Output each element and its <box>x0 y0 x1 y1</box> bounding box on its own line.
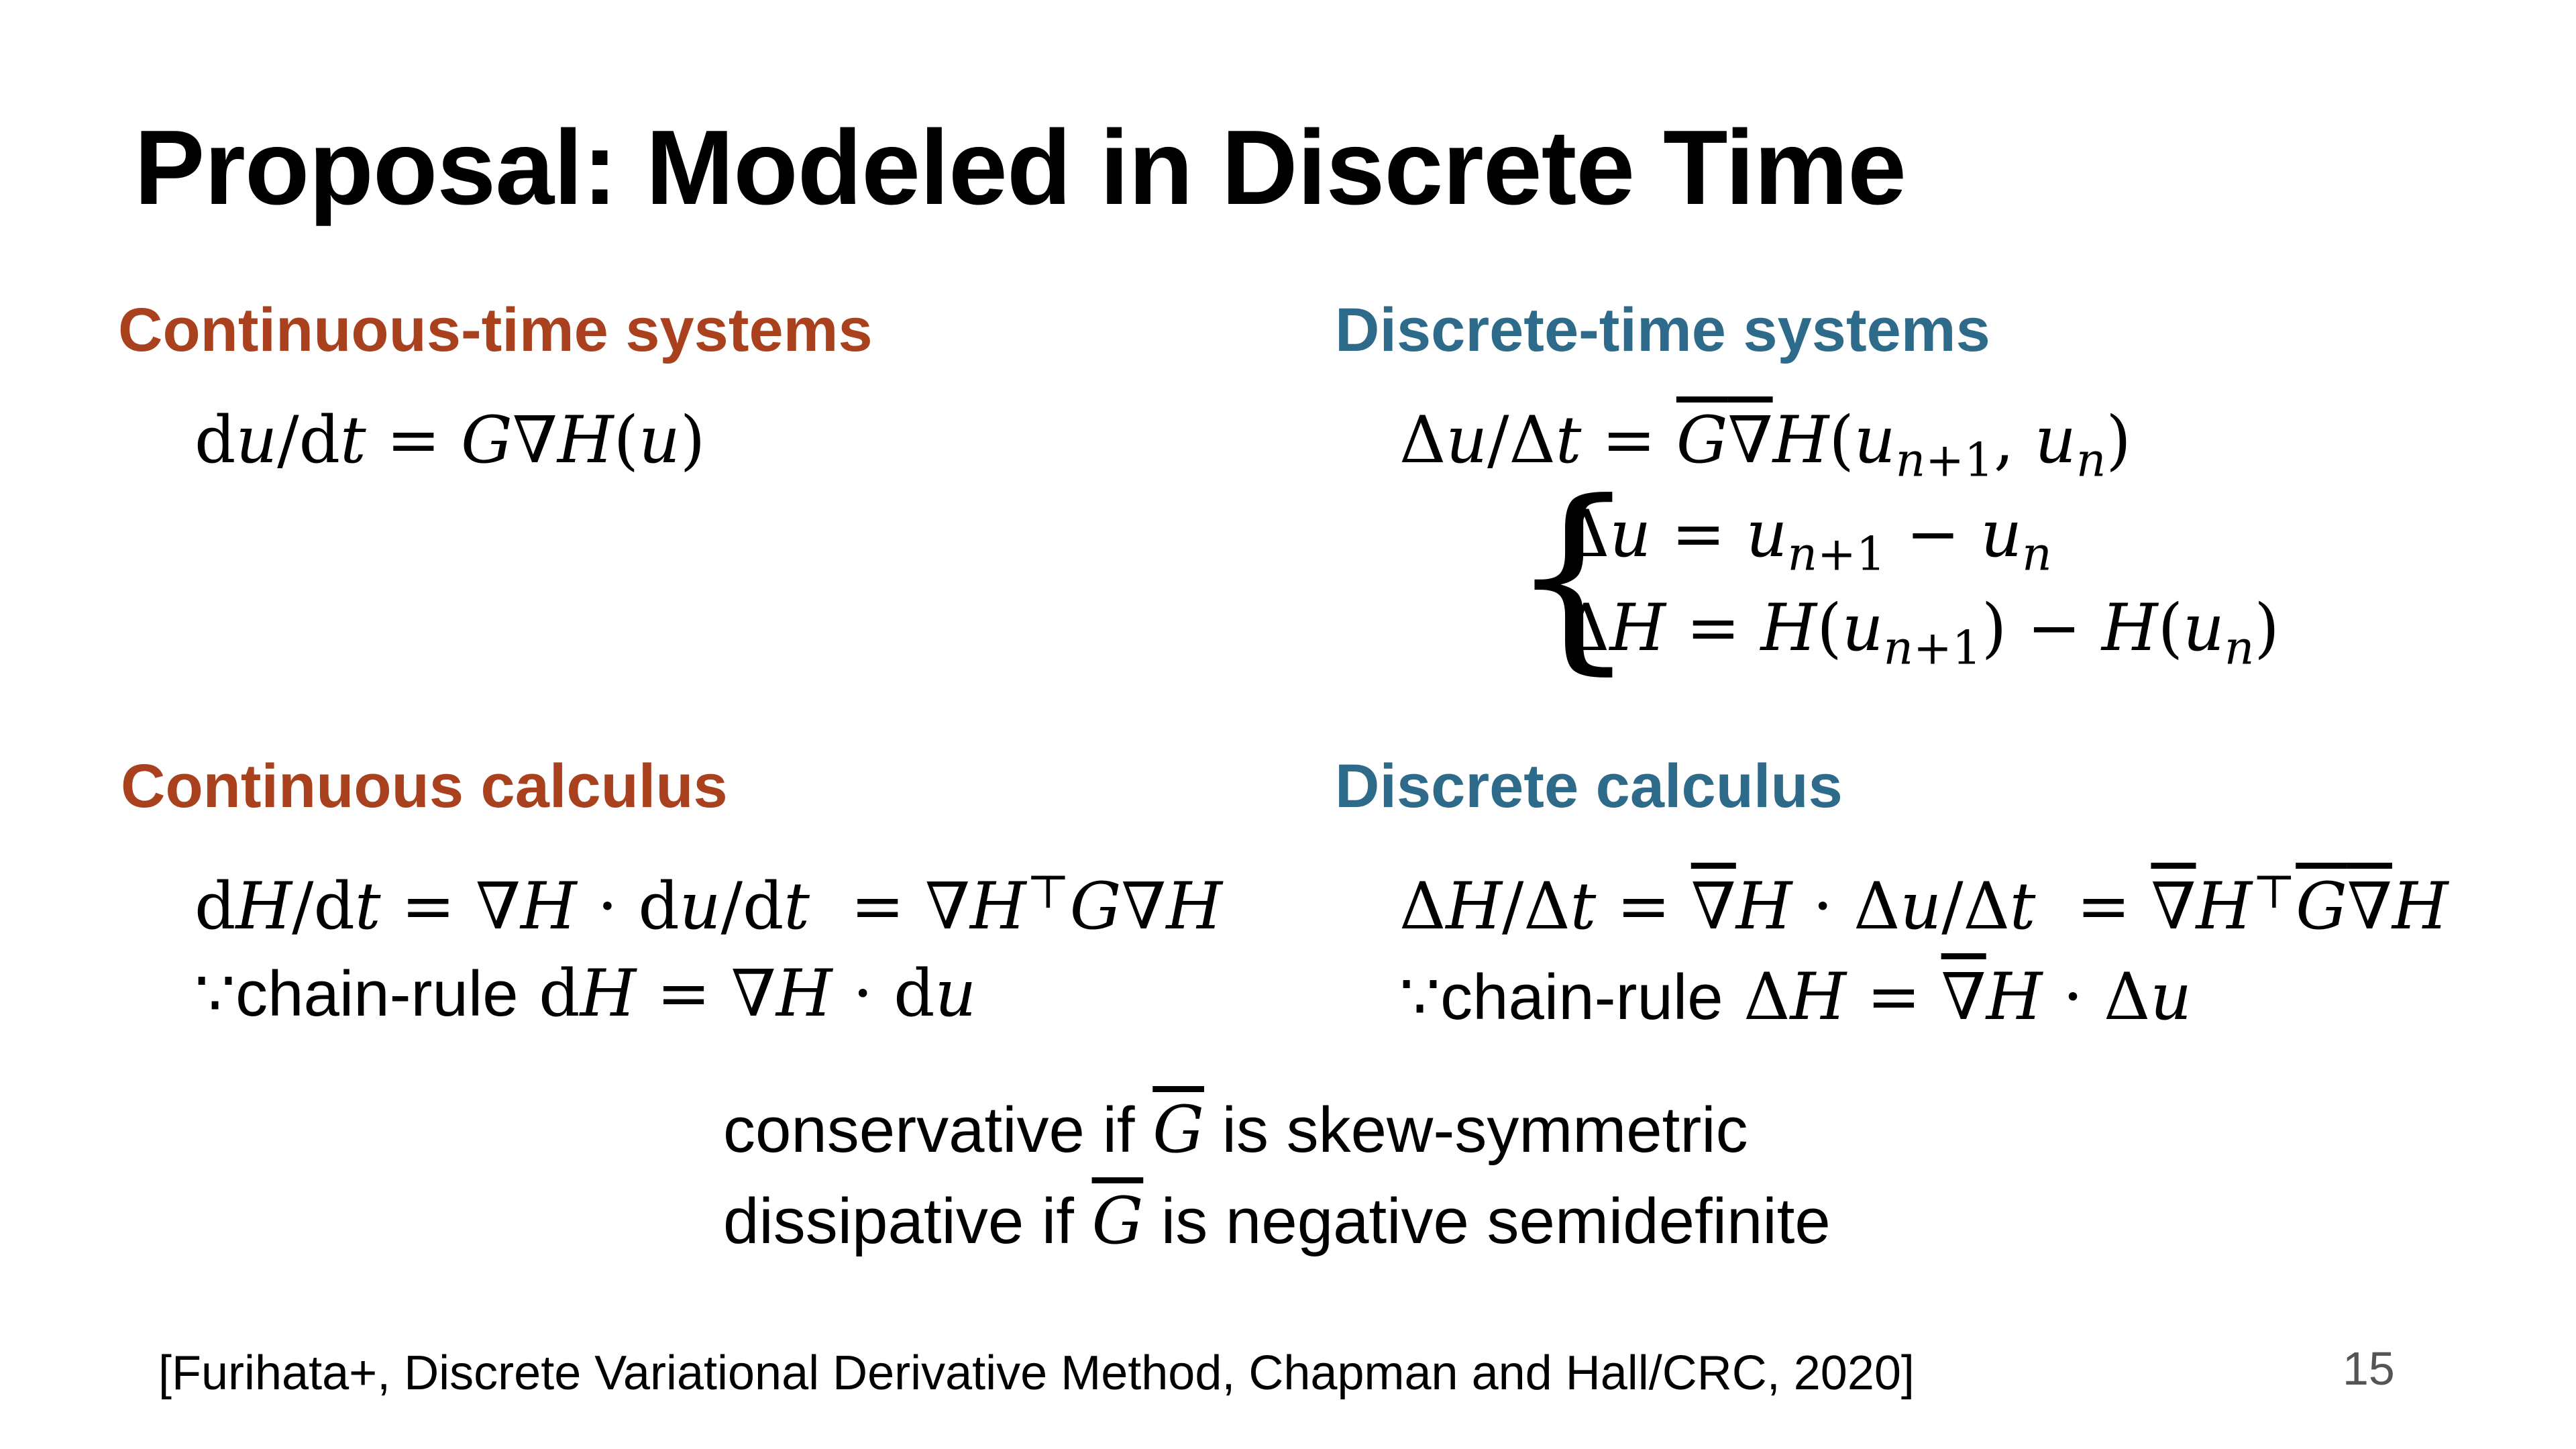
delta-u-definition: Δu = un+1 − un <box>1563 496 2052 582</box>
discrete-calculus-header: Discrete calculus <box>1335 752 1843 820</box>
continuous-chain-rule: ∵chain-rule dH = ∇H · du <box>195 956 977 1031</box>
discrete-energy-equation: ΔH/Δt = ∇H · Δu/Δt = ∇H⊤G∇H <box>1399 865 2449 945</box>
cases-brace: { <box>1509 458 1638 692</box>
reference-citation: [Furihata+, Discrete Variational Derivat… <box>158 1346 1915 1400</box>
discrete-chain-rule: ∵chain-rule ΔH = ∇H · Δu <box>1399 959 2192 1034</box>
discrete-ode-equation: Δu/Δt = G∇H(un+1, un) <box>1399 402 2131 488</box>
continuous-energy-equation: dH/dt = ∇H · du/dt = ∇H⊤G∇H <box>195 865 1223 945</box>
continuous-calculus-header: Continuous calculus <box>121 752 728 820</box>
delta-h-definition: ΔH = H(un+1) − H(un) <box>1563 590 2279 676</box>
dissipative-condition: dissipative if G is negative semidefinit… <box>723 1183 1831 1258</box>
discrete-systems-header: Discrete-time systems <box>1335 296 1990 364</box>
page-title: Proposal: Modeled in Discrete Time <box>134 109 1907 227</box>
conservative-condition: conservative if G is skew-symmetric <box>723 1092 1748 1167</box>
continuous-ode-equation: du/dt = G∇H(u) <box>195 402 706 478</box>
page-number: 15 <box>2343 1342 2395 1395</box>
continuous-systems-header: Continuous-time systems <box>118 296 873 364</box>
